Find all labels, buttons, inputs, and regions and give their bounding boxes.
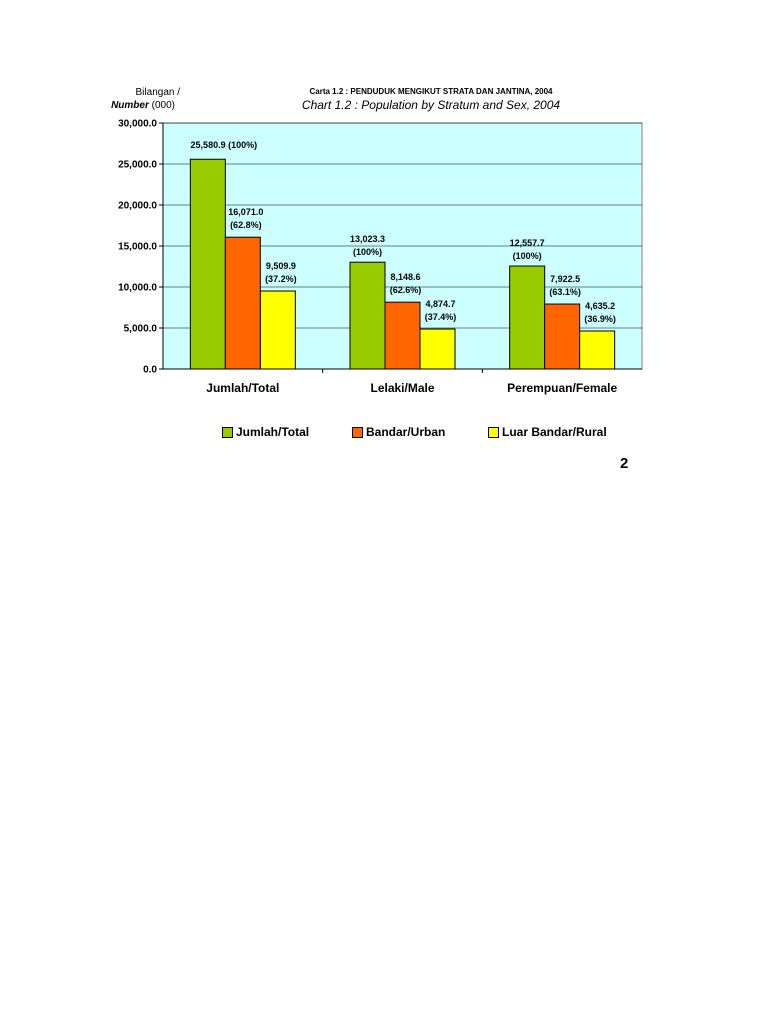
data-label: (62.6%) bbox=[390, 285, 422, 295]
bar-0-2 bbox=[259, 290, 296, 370]
data-label: 4,874.7 bbox=[425, 299, 455, 309]
bar-2-0 bbox=[509, 265, 546, 370]
data-label: (37.4%) bbox=[425, 312, 457, 322]
x-category-label: Jumlah/Total bbox=[206, 381, 279, 395]
page-number: 2 bbox=[620, 455, 629, 472]
legend: Jumlah/Total Bandar/Urban Luar Bandar/Ru… bbox=[0, 425, 770, 445]
legend-label-rural: Luar Bandar/Rural bbox=[502, 425, 607, 439]
data-label: 8,148.6 bbox=[390, 272, 420, 282]
legend-swatch-urban bbox=[352, 426, 363, 438]
chart-title-malay: Carta 1.2 : PENDUDUK MENGIKUT STRATA DAN… bbox=[309, 87, 553, 96]
y-tick-label: 10,000.0 bbox=[118, 283, 157, 294]
data-label: (62.8%) bbox=[230, 220, 262, 230]
y-tick-label: 0.0 bbox=[143, 365, 157, 376]
bar-2-1 bbox=[544, 303, 581, 370]
data-label: 7,922.5 bbox=[550, 274, 580, 284]
legend-label-urban: Bandar/Urban bbox=[366, 425, 446, 439]
data-label: (100%) bbox=[353, 247, 382, 257]
legend-item-urban: Bandar/Urban bbox=[352, 425, 445, 439]
y-axis-label-line2: Number (000) bbox=[90, 100, 175, 111]
data-label: (63.1%) bbox=[549, 287, 581, 297]
legend-label-total: Jumlah/Total bbox=[236, 425, 310, 439]
data-label: (36.9%) bbox=[584, 314, 616, 324]
y-tick-label: 30,000.0 bbox=[118, 119, 157, 130]
data-label: 25,580.9 (100%) bbox=[191, 140, 258, 150]
bar-0-0 bbox=[189, 158, 226, 370]
y-tick-label: 15,000.0 bbox=[118, 242, 157, 253]
chart-canvas: 0.0 5,000.0 10,000.0 15,000.0 20,000.0 25,000… bbox=[118, 119, 643, 395]
data-label: (100%) bbox=[513, 251, 542, 261]
legend-item-total: Jumlah/Total bbox=[222, 425, 309, 439]
bar-2-2 bbox=[579, 330, 616, 370]
chart-title-english: Chart 1.2 : Population by Stratum and Se… bbox=[301, 98, 561, 112]
data-label: (37.2%) bbox=[265, 274, 297, 284]
bar-1-2 bbox=[419, 328, 456, 370]
bar-0-1 bbox=[224, 236, 261, 370]
x-category-label: Lelaki/Male bbox=[370, 381, 434, 395]
data-label: 4,635.2 bbox=[585, 301, 615, 311]
data-label: 16,071.0 bbox=[228, 207, 263, 217]
legend-item-rural: Luar Bandar/Rural bbox=[488, 425, 607, 439]
bar-1-1 bbox=[384, 301, 421, 370]
legend-swatch-rural bbox=[488, 426, 499, 438]
data-label: 9,509.9 bbox=[266, 261, 296, 271]
bar-1-0 bbox=[349, 261, 386, 370]
y-tick-label: 20,000.0 bbox=[118, 201, 157, 212]
y-axis-label-number: Number bbox=[111, 100, 149, 111]
legend-swatch-total bbox=[222, 426, 233, 438]
x-category-label: Perempuan/Female bbox=[507, 381, 617, 395]
y-tick-label: 5,000.0 bbox=[124, 324, 158, 335]
data-label: 12,557.7 bbox=[510, 238, 545, 248]
y-axis-label-line1: Bilangan / bbox=[135, 87, 180, 98]
data-label: 13,023.3 bbox=[350, 234, 385, 244]
y-tick-label: 25,000.0 bbox=[118, 160, 157, 171]
y-axis-label-unit: (000) bbox=[151, 100, 175, 111]
